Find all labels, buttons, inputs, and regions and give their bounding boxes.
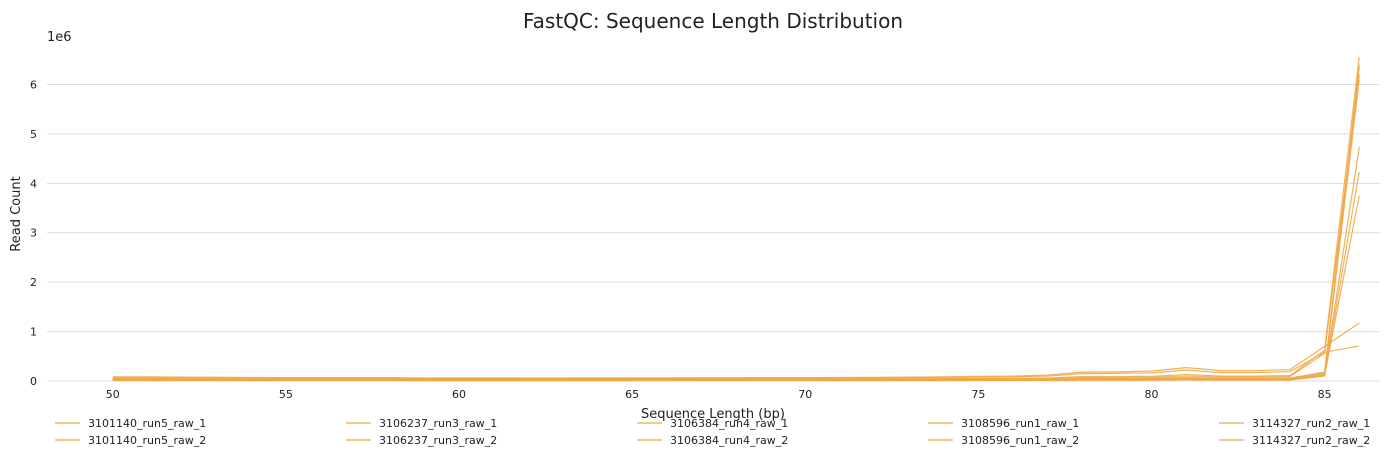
series-line — [112, 171, 1360, 382]
legend-label: 3106384_run4_raw_2 — [670, 434, 788, 447]
x-tick-label: 80 — [1144, 388, 1158, 401]
series-line — [112, 79, 1360, 381]
legend-label: 3106237_run3_raw_1 — [379, 417, 497, 430]
y-tick-label: 2 — [30, 276, 37, 289]
x-axis-ticks: 50 55 60 65 70 75 80 85 — [106, 388, 1332, 401]
series-line — [112, 64, 1360, 382]
gridlines — [47, 83, 1380, 382]
legend-label: 3108596_run1_raw_1 — [961, 417, 1079, 430]
series-line — [112, 147, 1360, 381]
x-tick-label: 60 — [452, 388, 466, 401]
x-tick-label: 70 — [798, 388, 812, 401]
x-tick-label: 55 — [279, 388, 293, 401]
legend-label: 3114327_run2_raw_2 — [1252, 434, 1370, 447]
series-line — [112, 345, 1360, 380]
chart-title: FastQC: Sequence Length Distribution — [523, 9, 903, 33]
legend-label: 3106384_run4_raw_1 — [670, 417, 788, 430]
x-axis-label: Sequence Length (bp) — [641, 407, 785, 422]
y-tick-label: 3 — [30, 227, 37, 240]
series-line — [112, 195, 1360, 382]
legend-label: 3101140_run5_raw_1 — [88, 417, 206, 430]
x-tick-label: 85 — [1318, 388, 1332, 401]
y-tick-label: 6 — [30, 78, 37, 91]
legend: 3101140_run5_raw_1 3101140_run5_raw_2 3106… — [55, 417, 1370, 447]
series-line — [112, 74, 1360, 381]
y-tick-label: 0 — [30, 375, 37, 388]
legend-label: 3114327_run2_raw_1 — [1252, 417, 1370, 430]
y-axis-label: Read Count — [9, 176, 24, 251]
x-tick-label: 75 — [971, 388, 985, 401]
series-lines — [112, 57, 1360, 382]
y-axis-offset-label: 1e6 — [47, 30, 72, 45]
series-line — [112, 67, 1360, 381]
x-tick-label: 65 — [625, 388, 639, 401]
legend-label: 3108596_run1_raw_2 — [961, 434, 1079, 447]
y-tick-label: 5 — [30, 128, 37, 141]
legend-label: 3106237_run3_raw_2 — [379, 434, 497, 447]
y-axis-ticks: 0 1 2 3 4 5 6 — [30, 78, 37, 388]
x-tick-label: 50 — [106, 388, 120, 401]
y-tick-label: 4 — [30, 177, 37, 190]
series-line — [112, 57, 1360, 380]
y-tick-label: 1 — [30, 326, 37, 339]
legend-label: 3101140_run5_raw_2 — [88, 434, 206, 447]
